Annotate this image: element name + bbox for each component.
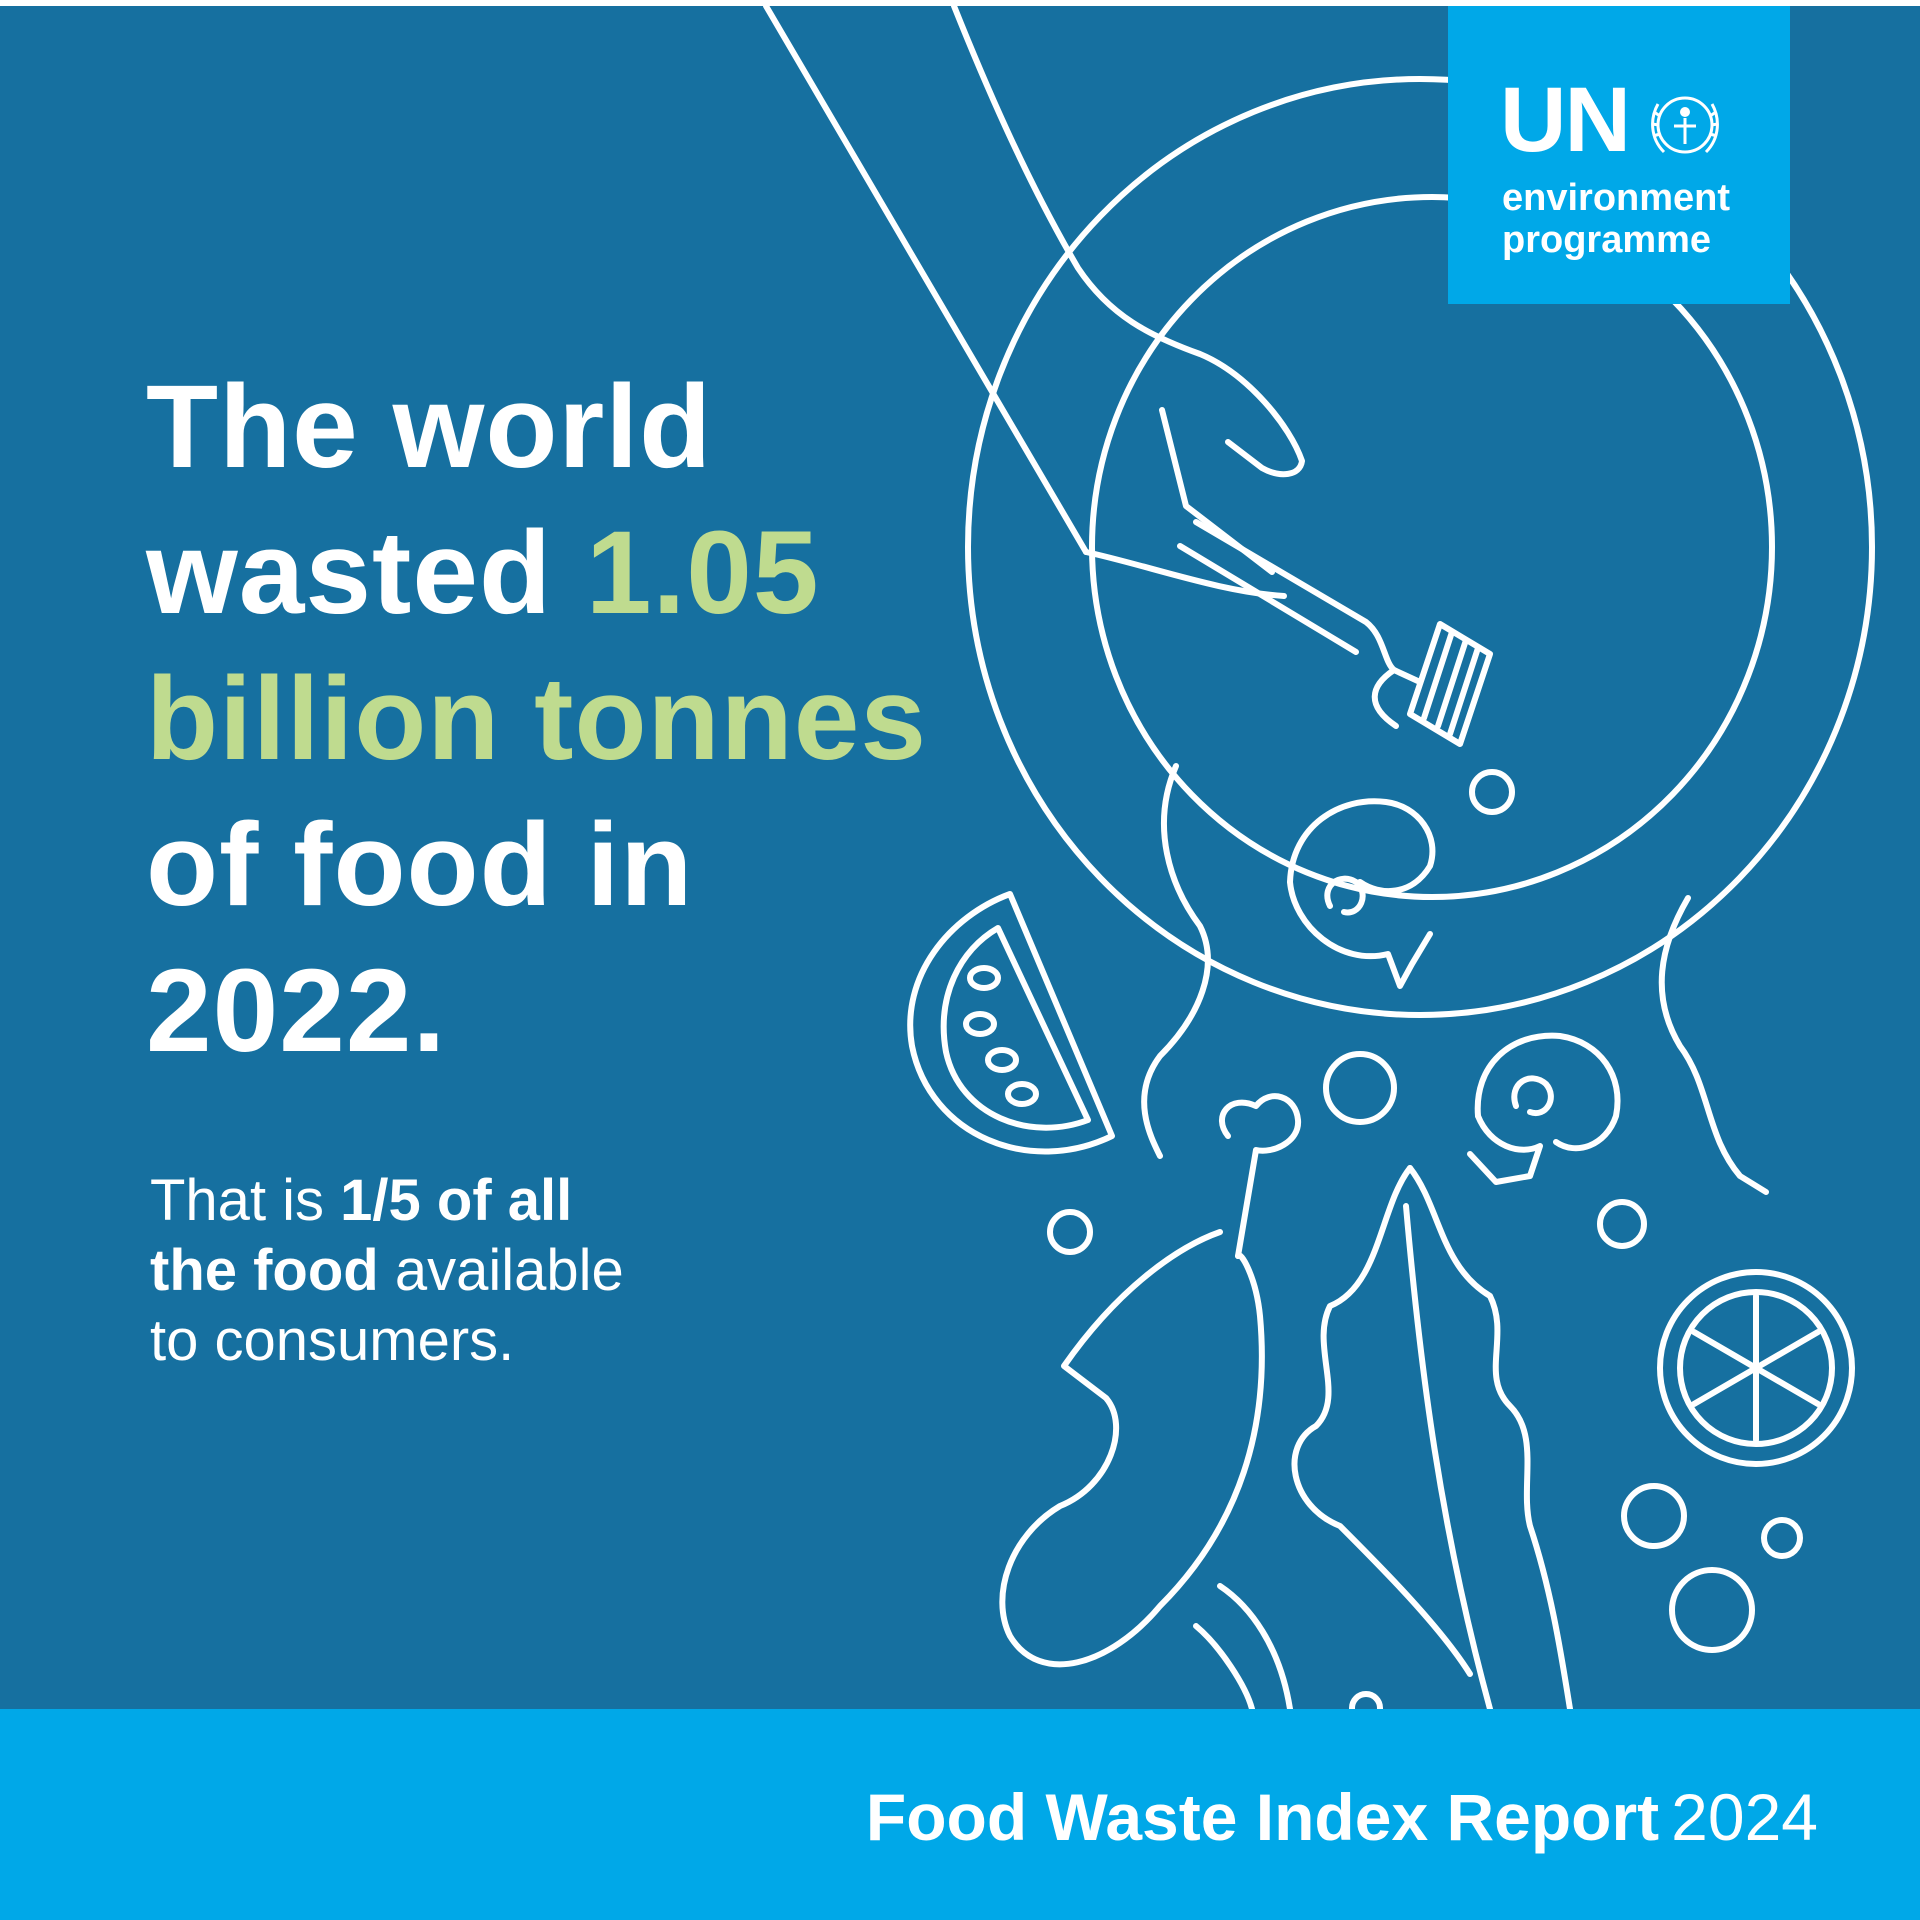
subtext-fraction: 1/5 of all <box>340 1168 573 1233</box>
headline-amount: 1.05 <box>585 507 820 639</box>
leaf-icon <box>1291 1165 1573 1709</box>
noodle-icon <box>1141 763 1769 1195</box>
footer-report-title: Food Waste Index Report 2024 <box>866 1779 1818 1855</box>
un-wreath-emblem-icon <box>1651 96 1719 154</box>
headline-unit: billion tonnes <box>146 653 927 785</box>
bubble-icon <box>1047 769 1803 1709</box>
headline: The world wasted 1.05 billion tonnes of … <box>146 354 966 1084</box>
plate-icon <box>965 76 1875 1018</box>
footer-title: Food Waste Index Report <box>865 1780 1660 1854</box>
drumstick-icon <box>999 1093 1302 1668</box>
mushroom-icon <box>1467 1032 1621 1185</box>
fork-icon <box>1177 519 1493 747</box>
footer-year: 2024 <box>1671 1780 1818 1854</box>
strand-icon <box>1193 1583 1293 1709</box>
tomato-icon <box>907 891 1115 1155</box>
logo-un-text: UN <box>1500 69 1631 171</box>
headline-line-4: of food in <box>146 799 694 931</box>
subtext-consumers: to consumers. <box>150 1308 515 1373</box>
logo-environment-text: environment <box>1502 177 1731 219</box>
mushroom-icon <box>1287 798 1436 989</box>
subtext-the-food: the food <box>150 1238 379 1303</box>
plate-with-falling-food-illustration <box>763 6 1875 1709</box>
headline-line-2-prefix: wasted <box>146 507 586 639</box>
footer-bar: Food Waste Index Report 2024 <box>0 1709 1920 1920</box>
lemon-icon <box>1657 1269 1855 1467</box>
headline-year: 2022. <box>146 945 447 1077</box>
logo-programme-text: programme <box>1502 219 1712 261</box>
unep-logo: UN environment programme <box>1448 6 1790 304</box>
headline-line-1: The world <box>146 361 713 493</box>
subtext-available: available <box>378 1238 624 1303</box>
subtext: That is 1/5 of all the food available to… <box>150 1166 710 1376</box>
subtext-part-1: That is <box>150 1168 341 1233</box>
